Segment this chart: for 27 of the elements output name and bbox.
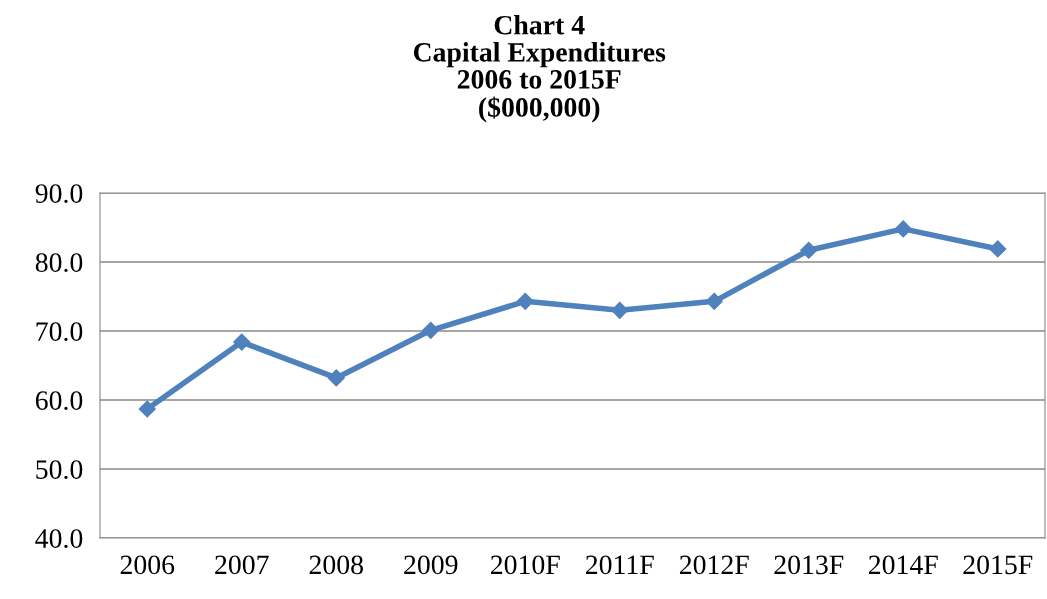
- point: [516, 292, 534, 310]
- y-tick-label: 70.0: [36, 322, 83, 342]
- x-tick-label: 2008: [309, 555, 363, 575]
- x-tick-label: 2015F: [963, 555, 1033, 575]
- y-tick-label: 90.0: [35, 184, 83, 204]
- y-tick-label: 40.0: [35, 529, 83, 549]
- y-tick-label: 80.0: [35, 253, 83, 273]
- x-tick-label: 2014F: [868, 555, 938, 575]
- point: [233, 333, 251, 351]
- x-tick-label: 2007: [215, 555, 269, 575]
- x-tick-label: 2009: [404, 555, 458, 575]
- point: [327, 369, 345, 387]
- y-tick-label: 60.0: [35, 391, 83, 411]
- y-tick-label: 50.0: [36, 460, 83, 480]
- x-tick-label: 2012F: [679, 555, 749, 575]
- point: [422, 321, 440, 339]
- x-tick-label: 2011F: [585, 555, 654, 575]
- chart-title: Chart 4 Capital Expenditures 2006 to 2015F ($000,000): [413, 15, 666, 123]
- point: [989, 240, 1007, 258]
- point: [894, 220, 912, 238]
- point: [705, 292, 723, 310]
- point: [138, 400, 156, 418]
- x-tick-label: 2010F: [490, 555, 560, 575]
- x-tick-label: 2006: [120, 555, 175, 575]
- x-tick-label: 2013F: [774, 555, 844, 575]
- point: [611, 301, 629, 319]
- point: [800, 241, 818, 259]
